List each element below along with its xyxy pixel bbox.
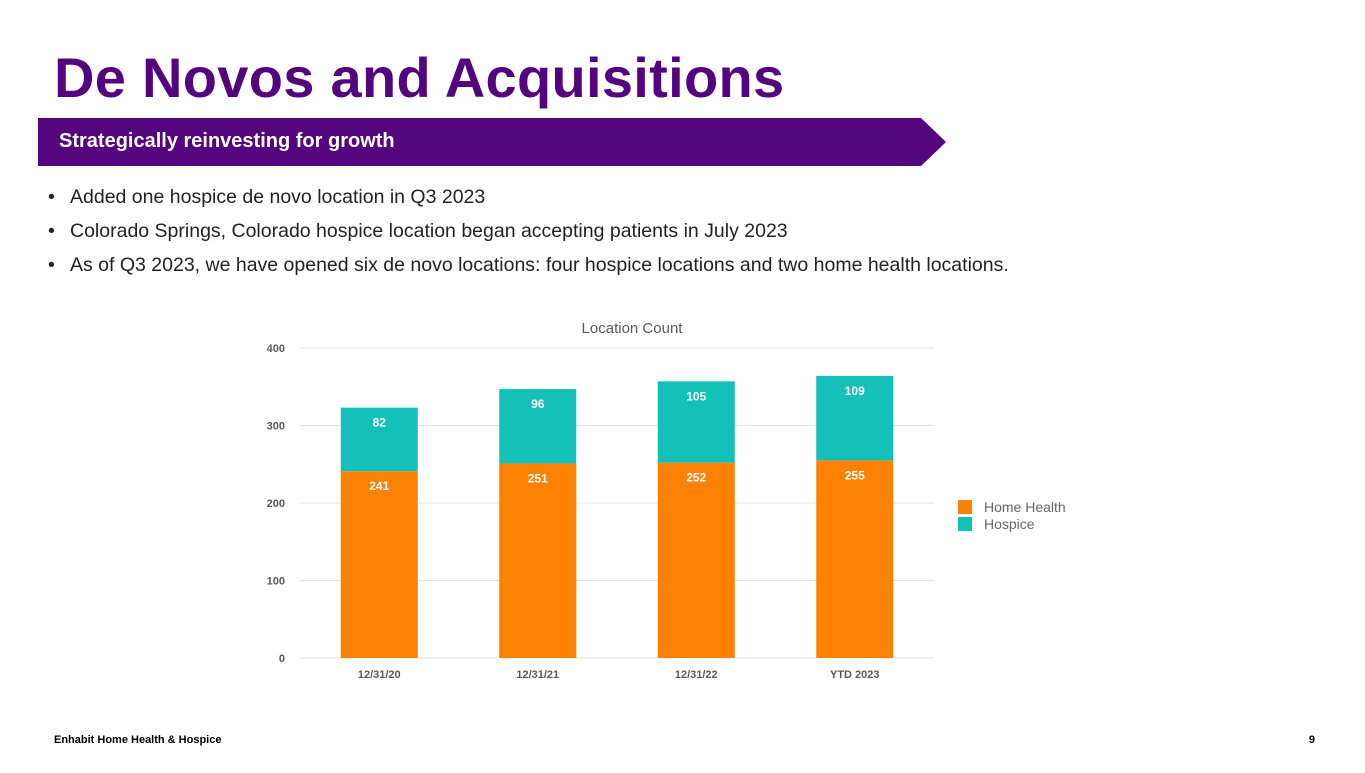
y-tick-label: 400 [267, 343, 285, 355]
page-title: De Novos and Acquisitions [54, 46, 785, 109]
bar-hospice [340, 407, 418, 472]
x-tick-label: 12/31/22 [675, 669, 718, 681]
bullet-item: • Colorado Springs, Colorado hospice loca… [48, 220, 788, 242]
bullet-list: • Added one hospice de novo location in Q… [48, 180, 1009, 282]
bar-home-health [657, 462, 735, 658]
chart-title: Location Count [582, 320, 684, 337]
bullet-text: As of Q3 2023, we have opened six de nov… [70, 254, 1009, 276]
x-tick-label: 12/31/20 [358, 669, 401, 681]
bullet-text: Colorado Springs, Colorado hospice locat… [70, 220, 788, 242]
bar-home-health [499, 463, 577, 658]
legend-item-hospice: Hospice [958, 515, 1066, 532]
legend-label: Home Health [984, 498, 1066, 515]
x-tick-label: 12/31/21 [516, 669, 559, 681]
bullet-item: • As of Q3 2023, we have opened six de no… [48, 254, 1009, 276]
data-label: 96 [531, 397, 545, 411]
data-label: 252 [686, 471, 706, 485]
bar-hospice [816, 375, 894, 461]
banner-text: Strategically reinvesting for growth [59, 130, 395, 152]
data-label: 241 [369, 479, 389, 493]
legend-swatch-home-health [958, 499, 972, 514]
bar-hospice [499, 389, 577, 464]
y-tick-label: 100 [267, 576, 285, 588]
page-number: 9 [1308, 734, 1315, 746]
y-tick-label: 200 [267, 498, 285, 510]
footer-company: Enhabit Home Health & Hospice [54, 734, 222, 746]
legend-swatch-hospice [958, 516, 972, 531]
bullet-item: • Added one hospice de novo location in Q… [48, 186, 486, 208]
y-tick-label: 0 [279, 653, 285, 665]
bar-home-health [340, 471, 418, 658]
data-label: 255 [845, 468, 865, 482]
data-label: 109 [845, 384, 865, 398]
x-tick-label: YTD 2023 [830, 669, 880, 681]
legend-item-home-health: Home Health [958, 498, 1066, 515]
chart-legend: Home Health Hospice [958, 498, 1066, 532]
data-label: 251 [528, 471, 548, 485]
banner-arrow-shape [38, 118, 946, 166]
bar-home-health [816, 460, 894, 658]
legend-label: Hospice [984, 515, 1035, 532]
bar-hospice [657, 381, 735, 463]
section-banner: Strategically reinvesting for growth [38, 118, 946, 166]
bullet-text: Added one hospice de novo location in Q3… [70, 186, 486, 208]
y-tick-label: 300 [267, 421, 285, 433]
data-label: 105 [686, 389, 706, 403]
data-label: 82 [373, 416, 387, 430]
